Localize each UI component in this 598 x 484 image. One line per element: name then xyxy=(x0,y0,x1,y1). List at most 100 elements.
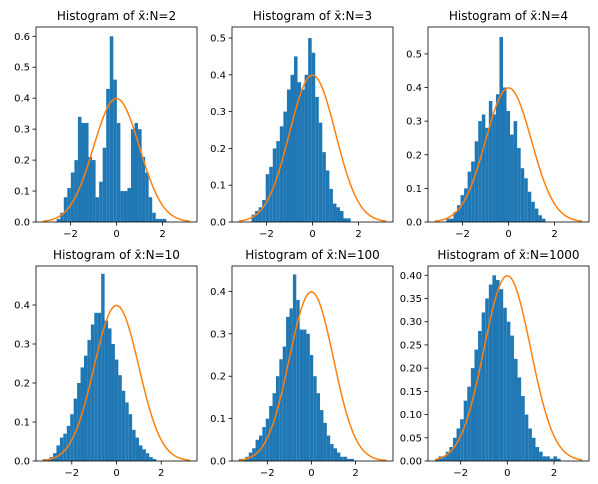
histogram-bar xyxy=(88,157,93,222)
histogram-bar xyxy=(113,79,117,223)
x-tick-label: −2 xyxy=(453,468,468,479)
histogram-bar xyxy=(442,456,446,461)
histogram-bar xyxy=(347,218,351,222)
histogram-bar xyxy=(116,122,121,222)
y-tick-label: 0.35 xyxy=(400,294,422,305)
histogram-bar xyxy=(513,358,518,461)
y-tick-label: 0.5 xyxy=(14,63,30,74)
histogram-bar xyxy=(343,218,348,222)
histogram-bar xyxy=(272,393,276,461)
histogram-bar xyxy=(485,298,489,461)
histogram-bar xyxy=(539,451,543,461)
histogram-bar xyxy=(276,141,280,222)
histogram-bar xyxy=(325,170,330,222)
histogram-bar xyxy=(114,359,119,461)
x-tick-label: 2 xyxy=(355,229,361,240)
histogram-bar xyxy=(336,452,341,461)
y-tick-label: 0.4 xyxy=(210,287,226,298)
x-tick-label: 0 xyxy=(113,229,119,240)
histogram-bar xyxy=(152,212,156,222)
histogram-bar xyxy=(67,187,71,222)
histogram-bar xyxy=(456,428,461,461)
y-tick-label: 0.4 xyxy=(406,83,422,94)
histogram-bar xyxy=(326,435,331,461)
histogram-bar xyxy=(120,191,124,222)
y-tick-label: 0.3 xyxy=(210,107,226,118)
histogram-bar xyxy=(546,456,550,461)
histogram-bar xyxy=(492,275,497,461)
histogram-bar xyxy=(309,355,314,461)
histogram-bar xyxy=(524,414,529,461)
histogram-bar xyxy=(467,171,472,222)
histogram-bar xyxy=(538,215,542,222)
histogram-bar xyxy=(269,405,273,461)
histogram-bar xyxy=(513,121,518,222)
y-tick-label: 0.3 xyxy=(406,117,422,128)
histogram-bar xyxy=(95,197,100,222)
subplot-4: −2 0 2 0.0 0.1 0.2 0.3 0.4 Histogram of x̄:N=10 xyxy=(14,248,198,479)
histogram-bar xyxy=(521,396,525,461)
histogram-bar xyxy=(73,398,78,461)
histogram-bar xyxy=(347,458,351,461)
subplot-title: Histogram of x̄:N=3 xyxy=(253,9,372,23)
histogram-bar xyxy=(111,344,115,461)
normal-pdf-curve xyxy=(238,74,387,222)
histogram-bar xyxy=(303,329,307,461)
histogram-bar xyxy=(445,451,450,461)
histogram-bar xyxy=(316,393,321,461)
histogram-bar xyxy=(99,181,103,222)
histogram-bar xyxy=(130,129,135,222)
subplot-1: −2 0 2 0.0 0.1 0.2 0.3 0.4 0.5 0.6 Histogram of x̄… xyxy=(14,9,198,240)
y-tick-label: 0.0 xyxy=(210,218,226,229)
histogram-bar xyxy=(463,400,468,461)
x-tick-label: 2 xyxy=(352,468,358,479)
histogram-bar xyxy=(350,458,354,461)
histogram-bar xyxy=(128,414,133,461)
histogram-bar xyxy=(56,218,61,222)
x-tick-label: 0 xyxy=(309,229,315,240)
y-tick-label: 0.2 xyxy=(406,150,422,161)
histogram-bar xyxy=(322,152,326,222)
histogram-bar xyxy=(134,122,139,222)
histogram-bar xyxy=(481,312,486,461)
x-tick-label: 0 xyxy=(113,468,119,479)
histogram-bar xyxy=(92,160,96,222)
x-tick-label: 2 xyxy=(551,468,557,479)
histogram-bar xyxy=(308,38,312,222)
histogram-bar xyxy=(149,457,153,461)
histogram-bar xyxy=(138,129,142,222)
histogram-bar xyxy=(541,218,546,222)
y-tick-label: 0.0 xyxy=(14,457,30,468)
histogram-bar xyxy=(510,335,514,461)
histogram-bar xyxy=(152,459,157,461)
histogram-bar xyxy=(101,273,105,461)
histogram-bar xyxy=(323,422,327,461)
histogram-bar xyxy=(320,410,324,461)
histogram-bar xyxy=(59,437,64,461)
histogram-bar xyxy=(63,197,68,222)
histogram-bar xyxy=(478,331,482,461)
histogram-bar xyxy=(155,218,160,222)
y-tick-label: 0.00 xyxy=(400,457,422,468)
subplot-title: Histogram of x̄:N=1000 xyxy=(437,248,579,262)
histogram-bar xyxy=(471,161,475,222)
histogram-bar xyxy=(339,210,344,222)
histogram-bar xyxy=(485,127,489,222)
histogram-bar xyxy=(106,88,110,223)
histogram-bar xyxy=(282,346,287,461)
histogram-bar xyxy=(125,402,129,461)
histogram-bar xyxy=(77,116,82,222)
y-tick-label: 0.4 xyxy=(14,301,30,312)
histogram-bar xyxy=(265,418,270,461)
histogram-bar xyxy=(506,321,511,461)
histogram-bar xyxy=(499,289,504,461)
histogram-bar xyxy=(60,212,64,222)
x-tick-label: 0 xyxy=(308,468,314,479)
histogram-bar xyxy=(159,218,163,222)
histogram-bar xyxy=(94,312,98,461)
y-tick-label: 0.4 xyxy=(14,94,30,105)
histogram-bar xyxy=(258,207,263,222)
histogram-bar xyxy=(132,429,136,461)
x-tick-label: 2 xyxy=(158,468,164,479)
